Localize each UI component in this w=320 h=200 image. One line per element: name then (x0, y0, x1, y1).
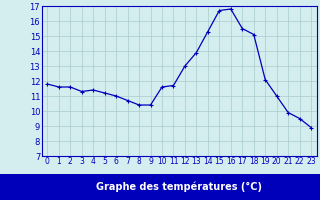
Text: Graphe des températures (°C): Graphe des températures (°C) (96, 182, 262, 192)
